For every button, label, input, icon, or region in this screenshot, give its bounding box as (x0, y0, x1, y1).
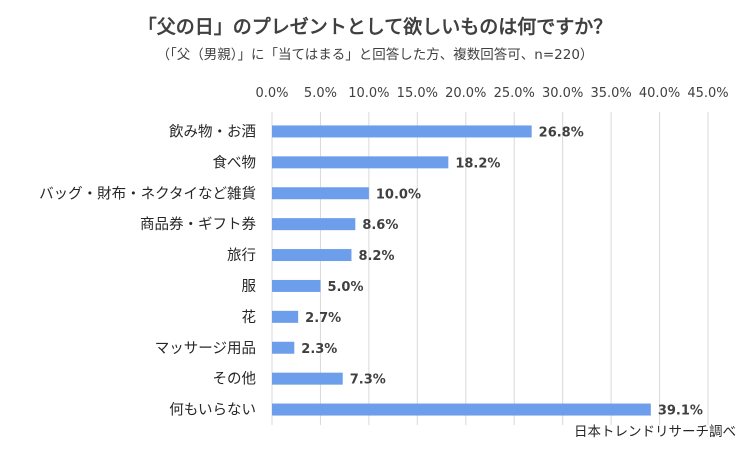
x-tick-label: 20.0% (445, 86, 486, 101)
category-label: マッサージ用品 (155, 340, 256, 357)
data-label: 8.2% (358, 249, 394, 264)
x-tick-label: 30.0% (542, 86, 583, 101)
value-labels: 26.8% 18.2% 10.0% 8.6% 8.2% 5.0% 2.7% 2.3% 7.3% 3… (301, 125, 703, 418)
data-label: 39.1% (658, 404, 703, 419)
category-label: 商品券・ギフト券 (140, 216, 256, 233)
x-tick-label: 40.0% (639, 86, 680, 101)
chart-title: 「父の日」のプレゼントとして欲しいものは何ですか？ (137, 16, 613, 38)
bar (272, 372, 343, 385)
x-tick-label: 35.0% (590, 86, 631, 101)
bar (272, 125, 532, 138)
bar (272, 310, 299, 323)
source-note: 日本トレンドリサーチ調べ (574, 424, 736, 440)
bar (272, 156, 449, 169)
category-label: バッグ・財布・ネクタイなど雑貨 (39, 185, 256, 202)
x-tick-label: 45.0% (687, 86, 728, 101)
data-label: 10.0% (376, 187, 421, 202)
data-label: 18.2% (455, 156, 500, 171)
data-label: 2.7% (305, 311, 341, 326)
category-label: 食べ物 (213, 154, 257, 171)
category-labels: 飲み物・お酒食べ物バッグ・財布・ネクタイなど雑貨商品券・ギフト券旅行服花マッサー… (39, 123, 256, 418)
data-label: 7.3% (350, 373, 386, 388)
category-label: その他 (213, 371, 257, 388)
category-label: 飲み物・お酒 (169, 123, 256, 140)
data-label: 8.6% (362, 218, 398, 233)
data-label: 26.8% (539, 125, 584, 140)
bar (272, 218, 356, 231)
bar (272, 187, 369, 200)
x-axis-ticks: 0.0% 5.0% 10.0% 15.0% 20.0% 25.0% 30.0% 35.0% 40… (255, 86, 728, 101)
bar (272, 341, 295, 354)
category-label: 何もいらない (169, 402, 256, 419)
data-label: 2.3% (301, 342, 337, 357)
x-tick-label: 0.0% (255, 86, 288, 101)
data-label: 5.0% (327, 280, 363, 295)
x-tick-label: 10.0% (348, 86, 389, 101)
bar (272, 403, 651, 416)
x-tick-label: 25.0% (494, 86, 535, 101)
category-label: 旅行 (227, 247, 256, 264)
x-tick-label: 15.0% (397, 86, 438, 101)
bars (272, 125, 651, 416)
chart-subtitle: （「父（男親）」に「当てはまる」と回答した方、複数回答可、n=220） (156, 47, 594, 63)
category-label: 服 (242, 279, 257, 295)
category-label: 花 (242, 309, 257, 326)
bar (272, 249, 352, 262)
x-tick-label: 5.0% (304, 86, 337, 101)
bar (272, 279, 321, 292)
